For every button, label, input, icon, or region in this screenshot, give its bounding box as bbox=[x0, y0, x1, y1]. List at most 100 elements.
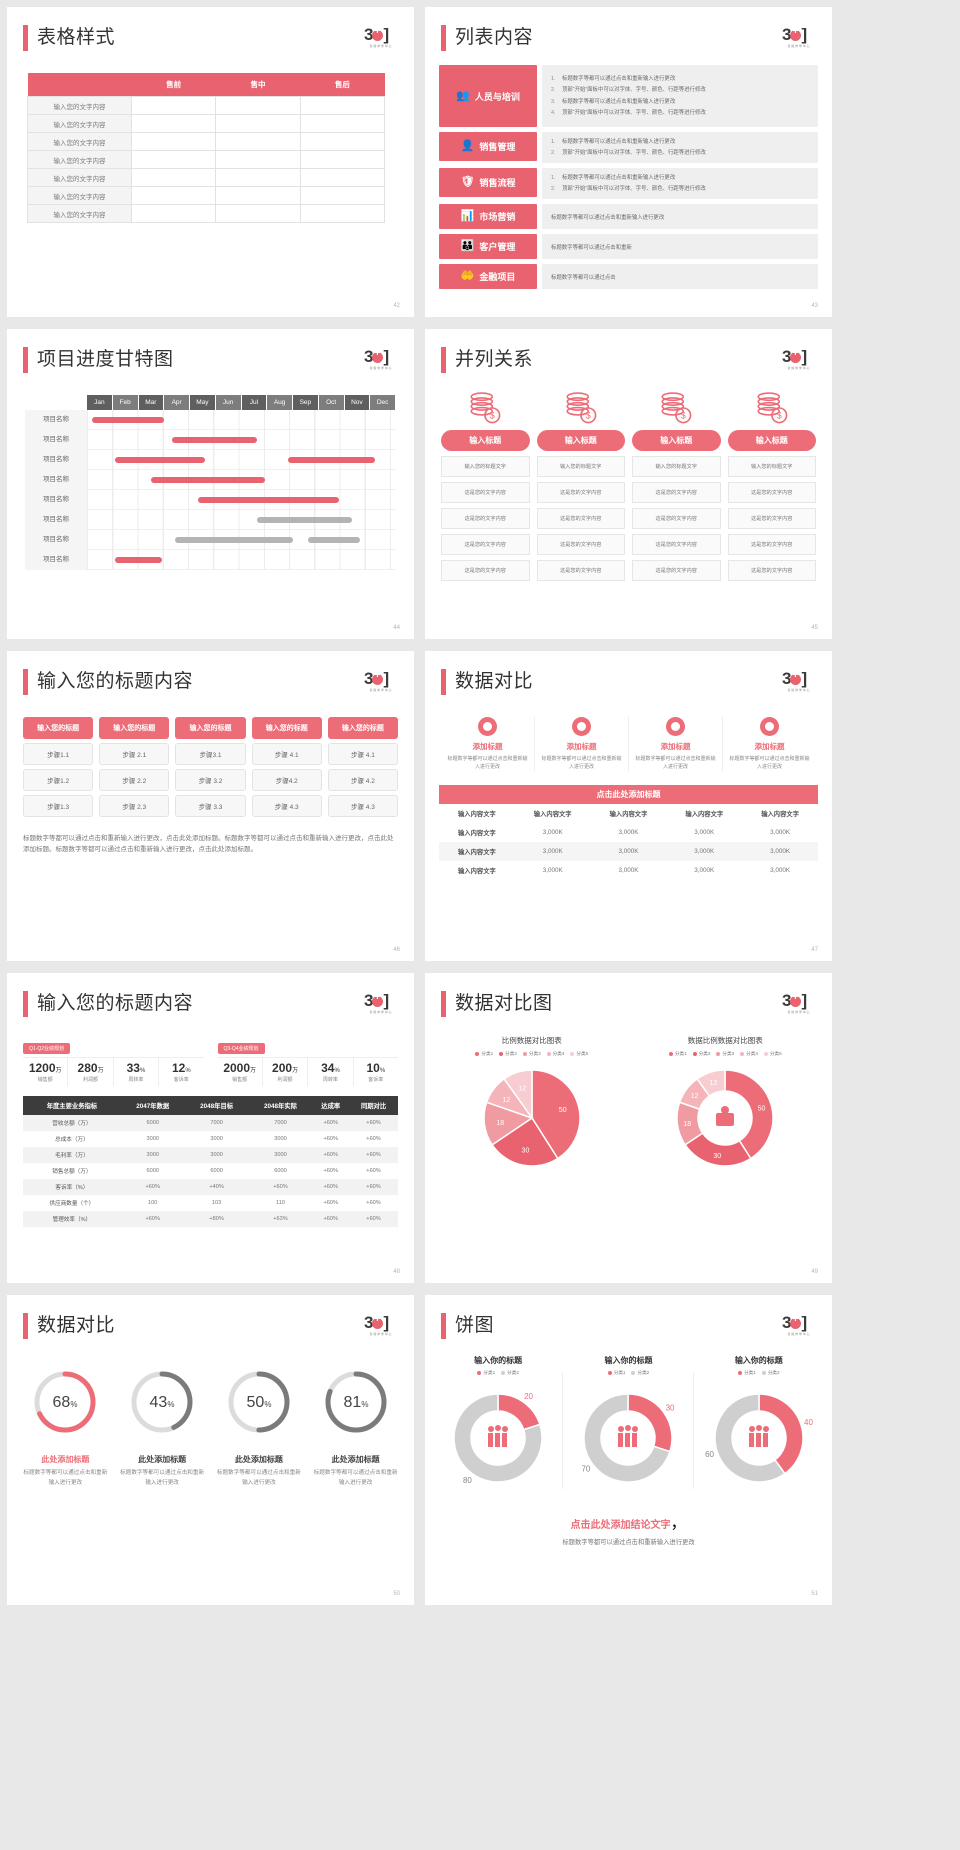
cell[interactable] bbox=[299, 168, 386, 187]
table-row[interactable]: 毛利率（万） 3000 3000 3000 +60% +60% bbox=[23, 1147, 398, 1163]
gantt-bar[interactable] bbox=[92, 416, 165, 423]
step-cell[interactable]: 步骤 4.1 bbox=[327, 743, 399, 765]
parallel-cell[interactable]: 这是您的文字内容 bbox=[536, 560, 625, 581]
cell[interactable] bbox=[299, 150, 386, 169]
cell[interactable] bbox=[215, 186, 301, 205]
table-row[interactable]: 输入您的文字内容 bbox=[27, 114, 386, 133]
table-row[interactable]: 输入您的文字内容 bbox=[27, 186, 386, 205]
table-cell[interactable]: +63% bbox=[248, 1211, 313, 1227]
parallel-cell[interactable]: 这是您的文字内容 bbox=[632, 508, 721, 529]
table-cell[interactable]: 103 bbox=[211, 1200, 222, 1206]
progress-ring[interactable]: 43% bbox=[123, 1363, 201, 1441]
step-cell[interactable]: 步骤 2.3 bbox=[99, 795, 170, 817]
step-cell[interactable]: 步骤1.2 bbox=[23, 769, 94, 791]
comparison-table[interactable]: 点击此处添加标题 输入内容文字 输入内容文字 输入内容文字 输入内容文字 输入内容文字 … bbox=[439, 785, 818, 880]
table-row[interactable]: 输入内容文字 3,000K 3,000K 3,000K 3,000K bbox=[439, 861, 818, 880]
parallel-title-button[interactable]: 输入标题 bbox=[727, 430, 816, 451]
gantt-bar[interactable] bbox=[256, 516, 353, 523]
table-cell[interactable]: 6000 bbox=[120, 1115, 185, 1131]
slice[interactable] bbox=[758, 1393, 804, 1475]
slide-50[interactable]: 数据对比 3] 新媒体学中心 68% 此处添加标题标题数字等都可以通过点击和重新输… bbox=[7, 1295, 414, 1605]
table-cell[interactable]: 总成本（万） bbox=[55, 1137, 89, 1143]
slice[interactable] bbox=[490, 1116, 559, 1167]
parallel-cell[interactable]: 这是您的文字内容 bbox=[536, 508, 625, 529]
table-cell[interactable]: 管理效率（%） bbox=[23, 1211, 121, 1227]
comparison-card[interactable]: 添加标题 标题数字等都可以通过点击和重新输入进行更改 bbox=[441, 717, 535, 771]
slice[interactable] bbox=[696, 1069, 726, 1098]
slide-48[interactable]: 输入您的标题内容 3] 新媒体学中心 Q1-Q2业绩规划1200万销售额280万… bbox=[7, 973, 414, 1283]
cell[interactable] bbox=[130, 186, 217, 205]
parallel-cell[interactable]: 这是您的文字内容 bbox=[632, 560, 721, 581]
table-cell[interactable]: 3000 bbox=[248, 1147, 313, 1163]
list-item-tag[interactable]: 👤 销售管理 bbox=[439, 132, 537, 161]
parallel-cell[interactable]: 这是您的文字内容 bbox=[727, 534, 816, 555]
table-cell[interactable]: +60% bbox=[366, 1200, 381, 1206]
table-row[interactable]: 管理效率（%） +60% +80% +63% +60% +60% bbox=[23, 1211, 398, 1227]
table-cell[interactable]: +60% bbox=[349, 1115, 398, 1131]
cell[interactable] bbox=[299, 114, 386, 133]
table-cell[interactable]: +60% bbox=[312, 1115, 350, 1131]
parallel-cell[interactable]: 这是您的文字内容 bbox=[632, 534, 721, 555]
list-item-tag[interactable]: 📊 市场营销 bbox=[439, 204, 537, 230]
slice[interactable] bbox=[453, 1393, 543, 1483]
table-cell[interactable]: 3000 bbox=[184, 1147, 249, 1163]
table-cell[interactable]: 3,000K bbox=[514, 842, 591, 861]
table-cell[interactable]: 营收总额（万） bbox=[23, 1115, 121, 1131]
gantt-bar[interactable] bbox=[174, 536, 293, 543]
table-row[interactable]: 销售总额（万） 6000 6000 6000 +60% +60% bbox=[23, 1163, 398, 1179]
table-cell[interactable]: +60% bbox=[120, 1211, 185, 1227]
step-header[interactable]: 输入您的标题 bbox=[99, 717, 170, 739]
slice[interactable] bbox=[583, 1393, 672, 1483]
gantt-chart[interactable]: Jan Feb Mar Apr May Jun Jul Aug Sep Oct Nov Dec 项目名… bbox=[25, 395, 396, 570]
slice[interactable] bbox=[724, 1069, 774, 1160]
table-cell[interactable]: 3,000K bbox=[694, 867, 715, 874]
cell[interactable] bbox=[130, 150, 217, 169]
cell[interactable] bbox=[215, 96, 301, 115]
parallel-title-button[interactable]: 输入标题 bbox=[441, 430, 530, 451]
donut-chart[interactable]: 30 70 bbox=[569, 1382, 687, 1494]
list-item[interactable]: 📊 市场营销 标题数字等都可以通过点击和重新输入进行更改 bbox=[439, 204, 818, 230]
step-cell[interactable]: 步骤1.1 bbox=[23, 743, 94, 765]
gantt-row[interactable]: 项目名称 bbox=[25, 489, 396, 510]
cell[interactable] bbox=[130, 114, 217, 133]
list-item[interactable]: 👤 销售管理 1. 标题数字等都可以通过点击和重新输入进行更改 2. 顶部“开始”面板中可… bbox=[439, 132, 818, 164]
gantt-bar[interactable] bbox=[287, 456, 376, 463]
table-cell[interactable]: +80% bbox=[184, 1211, 249, 1227]
step-cell[interactable]: 步骤4.2 bbox=[251, 769, 322, 791]
list-item[interactable]: 🤲 金融项目 标题数字等都可以通过点击 bbox=[439, 264, 818, 290]
table-cell[interactable]: 3,000K bbox=[542, 867, 563, 874]
step-cell[interactable]: 步骤 4.3 bbox=[327, 795, 399, 817]
cell[interactable] bbox=[215, 168, 301, 187]
gantt-row[interactable]: 项目名称 bbox=[25, 409, 396, 430]
cell[interactable] bbox=[299, 96, 386, 115]
table-cell[interactable]: 6000 bbox=[146, 1168, 159, 1174]
step-header[interactable]: 输入您的标题 bbox=[175, 717, 246, 739]
donut-chart[interactable]: 50 30 18 12 12 bbox=[650, 1063, 800, 1173]
step-cell[interactable]: 步骤3.1 bbox=[175, 743, 246, 765]
slide-42[interactable]: 表格样式 3] 新媒体学中心 售前 售中 售后 输入您的文字内容输入您的文字内容… bbox=[7, 7, 414, 317]
comparison-card[interactable]: 添加标题 标题数字等都可以通过点击和重新输入进行更改 bbox=[535, 717, 629, 771]
parallel-cell[interactable]: 这是您的文字内容 bbox=[441, 560, 530, 581]
annual-metrics-table[interactable]: 年度主要业务指标 2047年数据 2048年目标 2048年实际 达成率 同期对比 营收总… bbox=[23, 1096, 398, 1227]
parallel-cell[interactable]: 这是您的文字内容 bbox=[441, 534, 530, 555]
table-cell[interactable]: 6000 bbox=[274, 1168, 287, 1174]
list-item[interactable]: 🛡 销售流程 1. 标题数字等都可以通过点击和重新输入进行更改 2. 顶部“开始”面板中可… bbox=[439, 168, 818, 200]
table-cell[interactable]: +40% bbox=[184, 1179, 249, 1195]
table-cell[interactable]: 3,000K bbox=[666, 842, 743, 861]
table-row[interactable]: 营收总额（万） 6000 7000 7000 +60% +60% bbox=[23, 1115, 398, 1131]
step-cell[interactable]: 步骤 4.2 bbox=[327, 769, 399, 791]
progress-ring[interactable]: 50% bbox=[220, 1363, 298, 1441]
slide-51[interactable]: 饼图 3] 新媒体学中心 输入你的标题分类1分类22080输入你的标题分类1分类… bbox=[425, 1295, 832, 1605]
cell[interactable] bbox=[215, 114, 301, 133]
table-cell[interactable]: 3,000K bbox=[542, 829, 563, 836]
table-cell[interactable]: +60% bbox=[366, 1168, 381, 1174]
table-cell[interactable]: +60% bbox=[349, 1211, 398, 1227]
donut-chart[interactable]: 40 60 bbox=[700, 1382, 818, 1494]
cell[interactable] bbox=[130, 96, 217, 115]
table-cell[interactable]: 3,000K bbox=[618, 867, 639, 874]
table-cell[interactable]: +60% bbox=[323, 1200, 338, 1206]
gantt-bar[interactable] bbox=[115, 456, 206, 463]
comparison-card[interactable]: 添加标题 标题数字等都可以通过点击和重新输入进行更改 bbox=[629, 717, 723, 771]
